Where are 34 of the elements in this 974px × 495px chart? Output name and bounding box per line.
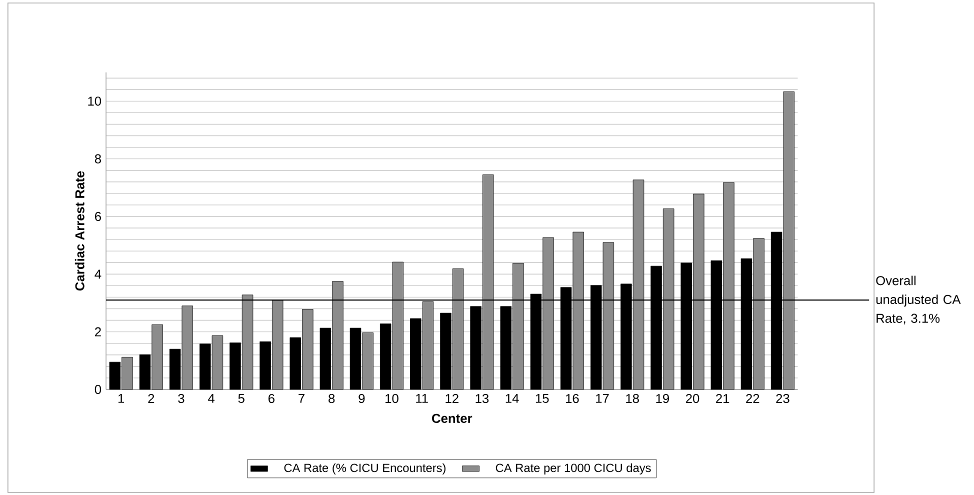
- x-tick-label: 18: [626, 394, 639, 403]
- y-tick-label: 2: [95, 327, 101, 336]
- x-tick-label: 2: [148, 394, 154, 403]
- x-tick-label: 23: [776, 394, 790, 403]
- x-tick-label: 7: [298, 394, 304, 403]
- x-tick-label: 13: [476, 394, 489, 403]
- x-tick-label: 19: [656, 394, 669, 403]
- x-tick-label: 21: [716, 394, 730, 403]
- legend-label: CA Rate (% CICU Encounters): [284, 463, 446, 474]
- x-tick-label: 10: [386, 394, 398, 403]
- y-tick-label: 10: [88, 96, 102, 106]
- x-tick-label: 11: [416, 394, 428, 403]
- x-tick-label: 4: [208, 394, 215, 403]
- legend-label: CA Rate per 1000 CICU days: [496, 463, 651, 474]
- x-tick-label: 6: [268, 394, 274, 403]
- ref-line-label: Overall unadjusted CA Rate, 3.1%: [876, 276, 961, 324]
- x-tick-label: 15: [536, 394, 549, 403]
- x-tick-label: 12: [446, 394, 458, 403]
- x-tick-label: 20: [686, 394, 700, 403]
- x-tick-label: 1: [118, 394, 124, 403]
- x-axis-title: Center: [432, 414, 472, 423]
- y-tick-label: 0: [94, 384, 102, 394]
- x-tick-label: 22: [746, 394, 760, 403]
- x-tick-label: 5: [238, 394, 244, 403]
- x-tick-label: 8: [328, 394, 335, 403]
- x-tick-label: 17: [596, 394, 609, 403]
- x-tick-label: 9: [358, 394, 365, 403]
- y-tick-label: 4: [94, 269, 102, 278]
- y-tick-label: 6: [95, 212, 101, 221]
- y-axis-title: Cardiac Arrest Rate: [74, 170, 84, 290]
- x-tick-label: 14: [506, 394, 519, 403]
- x-tick-label: 16: [566, 394, 579, 403]
- x-tick-label: 3: [178, 394, 184, 403]
- y-tick-label: 8: [94, 154, 101, 164]
